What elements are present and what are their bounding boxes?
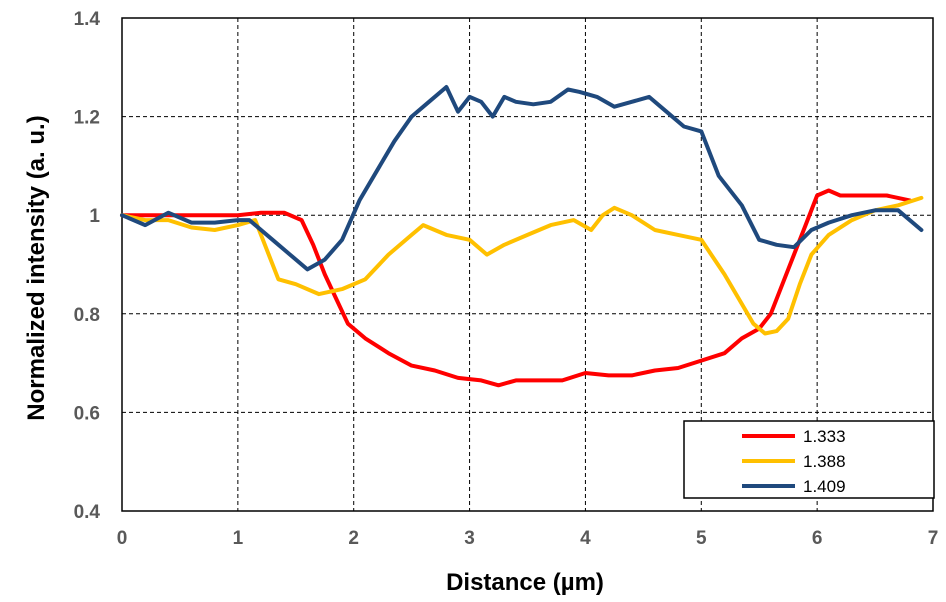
x-tick-label: 1 (233, 528, 244, 549)
y-tick-label: 0.6 (74, 403, 100, 424)
plot-area-border (121, 17, 934, 512)
x-tick-label: 4 (580, 528, 591, 549)
legend-label: 1.409 (803, 477, 846, 496)
y-tick-label: 1.4 (74, 9, 101, 30)
y-tick-label: 0.4 (74, 502, 101, 523)
legend-label: 1.333 (803, 427, 846, 446)
x-tick-label: 0 (117, 528, 128, 549)
y-tick-label: 1 (89, 206, 100, 227)
x-tick-label: 5 (696, 528, 707, 549)
series-line-1.388 (120, 195, 924, 336)
series-line-1.409 (120, 85, 924, 272)
y-tick-label: 1.2 (74, 108, 100, 129)
y-axis-title: Normalized intensity (a. u.) (23, 115, 50, 420)
x-axis-title: Distance (µm) (446, 569, 604, 596)
legend-box (683, 420, 935, 499)
legend: 1.333 1.388 1.409 (683, 420, 935, 499)
x-tick-label: 6 (812, 528, 823, 549)
y-tick-label: 0.8 (74, 305, 100, 326)
x-tick-label: 3 (464, 528, 475, 549)
grid (122, 18, 933, 511)
tick-labels: 0 1 2 3 4 5 6 7 0.4 0.6 0.8 1 1.2 1.4 (74, 9, 939, 549)
x-tick-label: 2 (348, 528, 359, 549)
legend-label: 1.388 (803, 452, 846, 471)
series-line-1.333 (120, 188, 912, 388)
x-tick-label: 7 (928, 528, 939, 549)
series-layer (120, 85, 924, 388)
